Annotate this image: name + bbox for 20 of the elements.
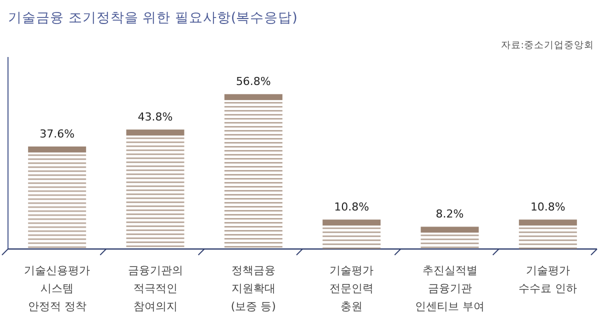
data-label: 8.2% xyxy=(436,208,464,221)
bar xyxy=(518,220,577,249)
x-tick-label: 기술평가 전문인력 충원 xyxy=(330,264,374,313)
x-tick-label: 금융기관의 적극적인 참여의지 xyxy=(128,264,183,313)
x-tick-label: 정책금융 지원확대 (보증 등) xyxy=(230,264,276,313)
bar xyxy=(322,220,381,249)
bar xyxy=(224,94,282,249)
x-tick-label: 기술신용평가 시스템 안정적 정착 xyxy=(24,264,90,313)
bar xyxy=(28,146,86,249)
text: 자료:중소기업중앙회 xyxy=(500,40,594,51)
chart-title: 기술금융 조기정착을 위한 필요사항(복수응답) xyxy=(8,10,298,26)
x-tick-label: 기술평가 수수료 인하 xyxy=(518,264,578,295)
bar xyxy=(126,130,184,249)
data-label: 43.8% xyxy=(138,110,173,124)
x-tick-label: 추진실적별 금융기관 인센티브 부여 xyxy=(415,264,484,313)
data-label: 56.8% xyxy=(236,75,271,88)
data-label: 10.8% xyxy=(334,200,370,214)
data-label: 10.8% xyxy=(530,200,566,214)
bar xyxy=(420,226,479,249)
data-label: 37.6% xyxy=(40,127,75,140)
